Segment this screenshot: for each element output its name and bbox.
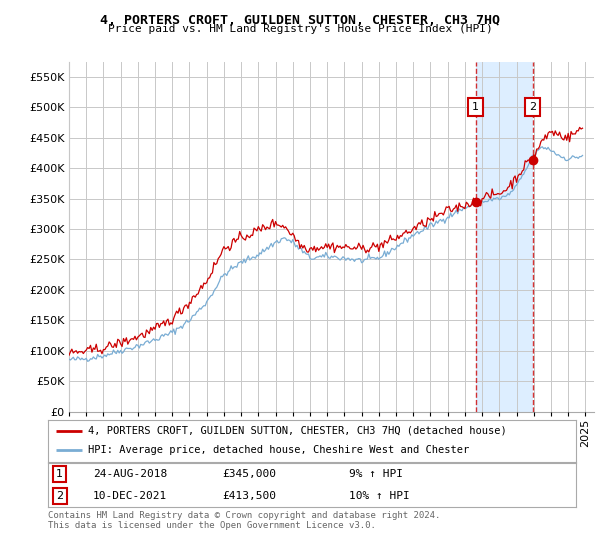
Text: 24-AUG-2018: 24-AUG-2018 [93,469,167,479]
Text: HPI: Average price, detached house, Cheshire West and Chester: HPI: Average price, detached house, Ches… [88,445,469,455]
Text: £413,500: £413,500 [222,491,276,501]
Text: 1: 1 [56,469,63,479]
Text: £345,000: £345,000 [222,469,276,479]
Text: 10-DEC-2021: 10-DEC-2021 [93,491,167,501]
Text: Price paid vs. HM Land Registry's House Price Index (HPI): Price paid vs. HM Land Registry's House … [107,24,493,34]
Bar [476,62,533,412]
Text: 1: 1 [472,102,479,112]
Text: 2: 2 [529,102,536,112]
Text: 4, PORTERS CROFT, GUILDEN SUTTON, CHESTER, CH3 7HQ: 4, PORTERS CROFT, GUILDEN SUTTON, CHESTE… [100,14,500,27]
Text: Contains HM Land Registry data © Crown copyright and database right 2024.
This d: Contains HM Land Registry data © Crown c… [48,511,440,530]
Text: 2: 2 [56,491,63,501]
Text: 4, PORTERS CROFT, GUILDEN SUTTON, CHESTER, CH3 7HQ (detached house): 4, PORTERS CROFT, GUILDEN SUTTON, CHESTE… [88,426,506,436]
Text: 10% ↑ HPI: 10% ↑ HPI [349,491,410,501]
Text: 9% ↑ HPI: 9% ↑ HPI [349,469,403,479]
